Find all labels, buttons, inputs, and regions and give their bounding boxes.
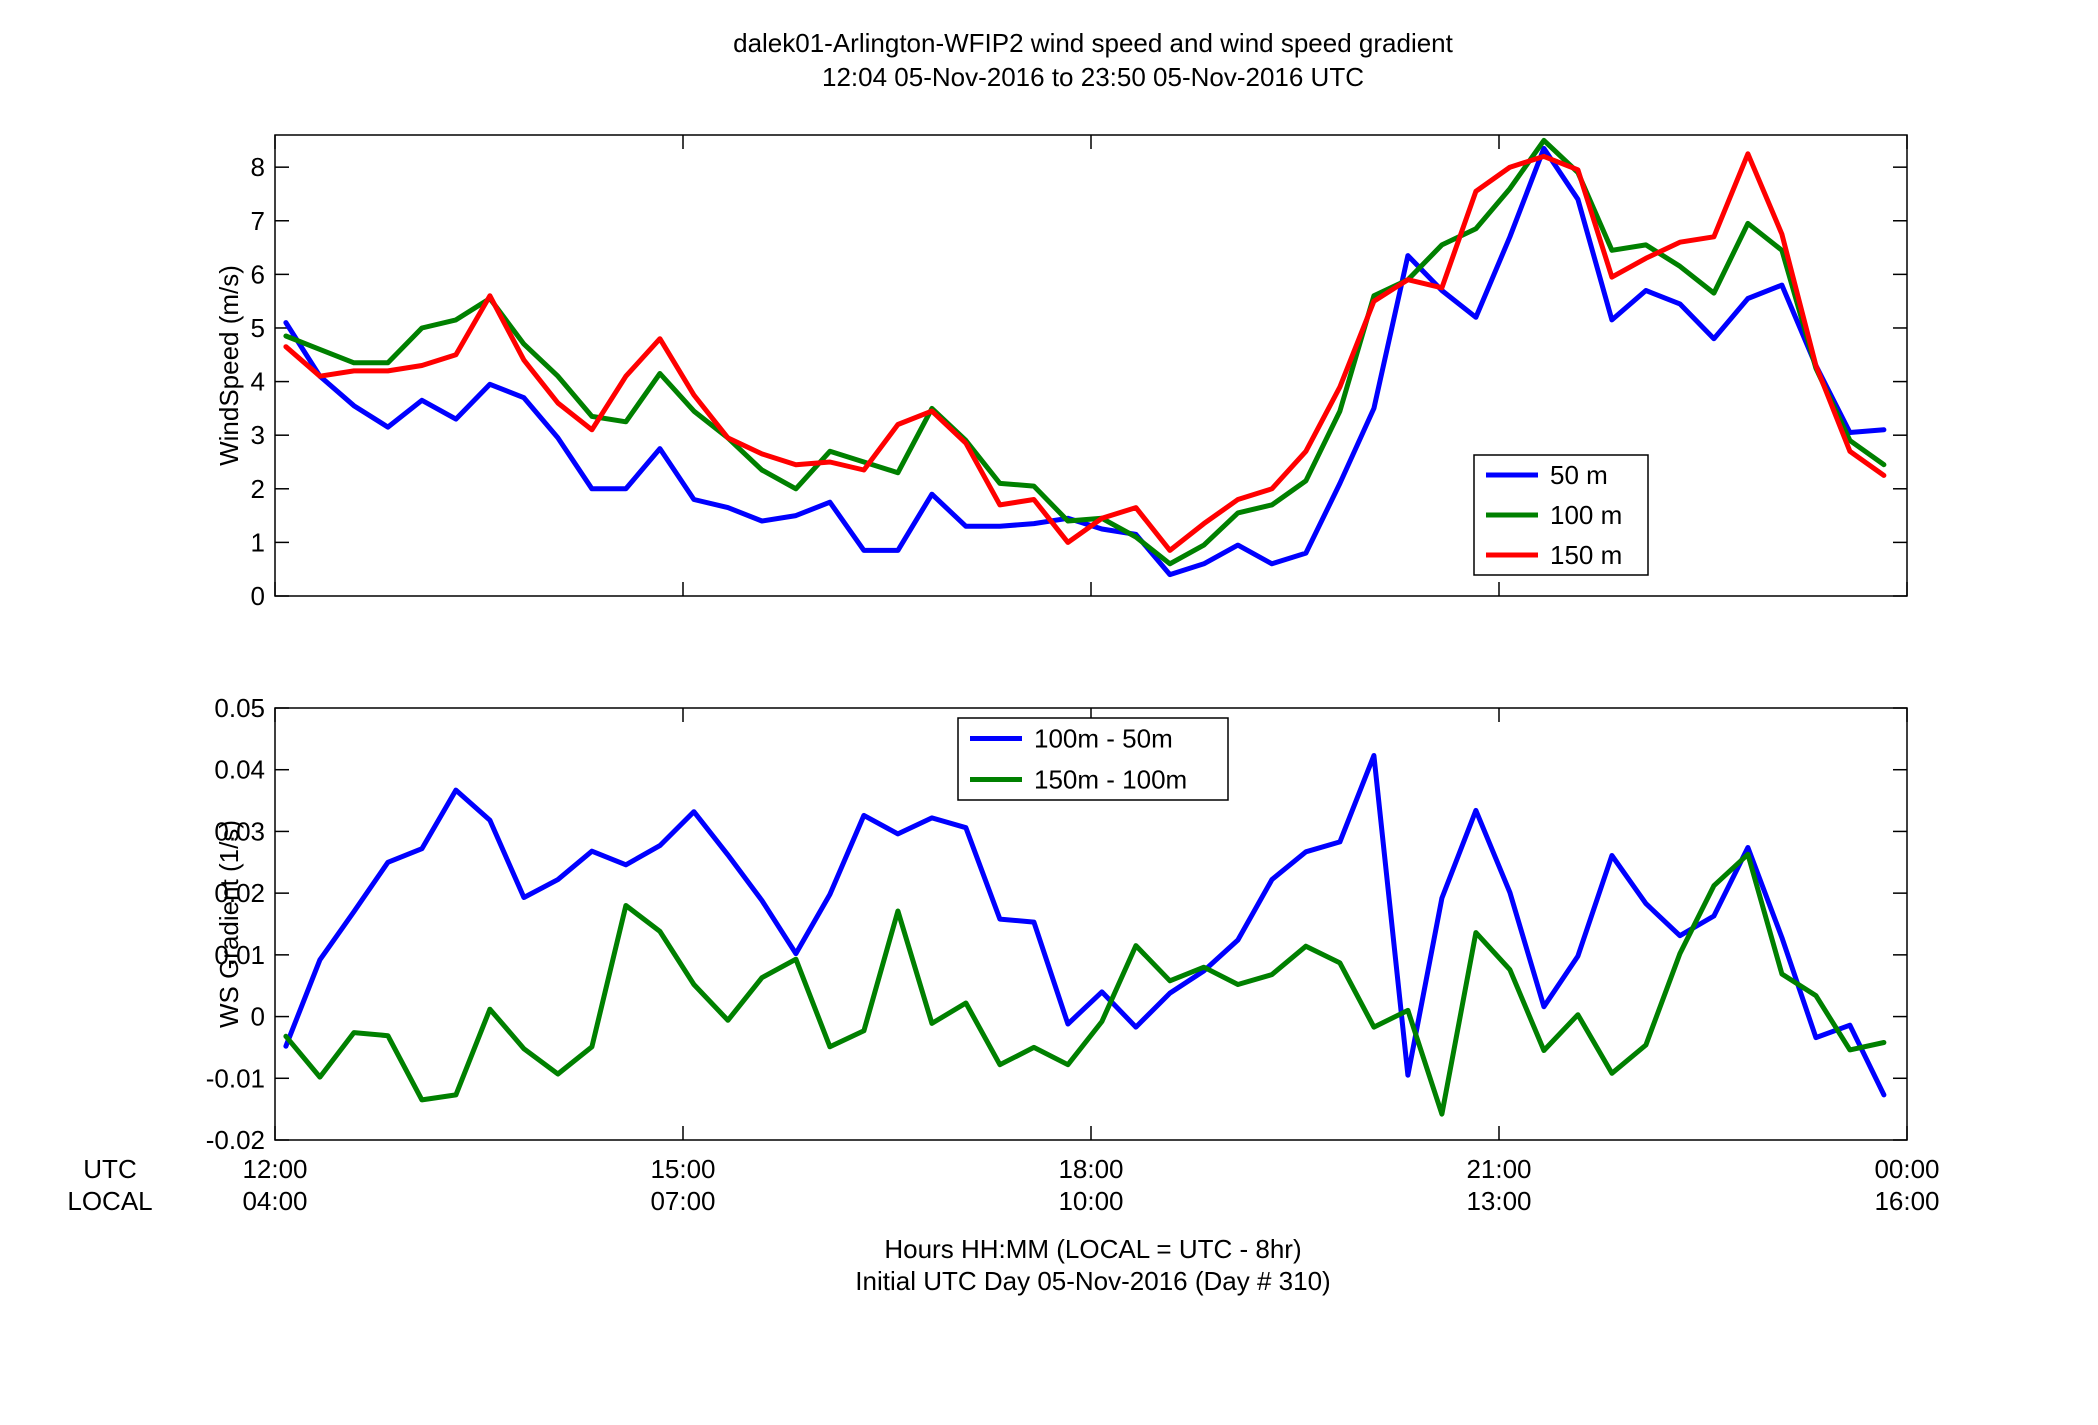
x-tick-label-utc: 15:00 <box>650 1154 715 1184</box>
y-tick-label: -0.01 <box>206 1063 265 1093</box>
y-tick-label: 8 <box>251 152 265 182</box>
y-tick-label: 0.05 <box>214 693 265 723</box>
local-row-label: LOCAL <box>67 1186 152 1216</box>
x-tick-label-utc: 21:00 <box>1466 1154 1531 1184</box>
x-tick-label-local: 13:00 <box>1466 1186 1531 1216</box>
y-tick-label: 0.03 <box>214 816 265 846</box>
title-line-2: 12:04 05-Nov-2016 to 23:50 05-Nov-2016 U… <box>822 62 1364 92</box>
series-line-50-m <box>283 145 1887 578</box>
y-tick-label: 4 <box>251 367 265 397</box>
x-tick-label-local: 04:00 <box>242 1186 307 1216</box>
x-axis-label-line-1: Hours HH:MM (LOCAL = UTC - 8hr) <box>884 1234 1301 1264</box>
y-tick-label: 7 <box>251 206 265 236</box>
y-tick-label: 1 <box>251 527 265 557</box>
y-tick-label: 0.01 <box>214 940 265 970</box>
y-axis-label: WS Gradient (1/s) <box>214 820 244 1028</box>
series-line-100-m <box>283 137 1887 567</box>
legend-label-50-m: 50 m <box>1550 460 1608 490</box>
y-tick-label: -0.02 <box>206 1125 265 1155</box>
title-line-1: dalek01-Arlington-WFIP2 wind speed and w… <box>733 28 1454 58</box>
y-tick-label: 0.04 <box>214 755 265 785</box>
wind-speed-gradient-plot: -0.02 -0.01 0 0.01 0.02 0.03 0.04 0.05 WS Gradie… <box>206 693 1908 1155</box>
utc-row-label: UTC <box>83 1154 136 1184</box>
y-tick-label: 3 <box>251 420 265 450</box>
y-tick-label: 2 <box>251 474 265 504</box>
x-tick-label-utc: 12:00 <box>242 1154 307 1184</box>
series-line-150m-100m <box>283 851 1887 1117</box>
wind-speed-plot: 0 1 2 3 4 5 6 7 8 WindSpeed (m/s) 50 m 100 m 150 m <box>214 134 1908 611</box>
x-tick-label-utc: 18:00 <box>1058 1154 1123 1184</box>
legend-label-100-m: 100 m <box>1550 500 1622 530</box>
y-tick-label: 6 <box>251 259 265 289</box>
x-tick-label-local: 10:00 <box>1058 1186 1123 1216</box>
legend: 100m - 50m 150m - 100m <box>957 717 1229 801</box>
legend-label-100m-50m: 100m - 50m <box>1034 724 1173 754</box>
x-tick-label-local: 07:00 <box>650 1186 715 1216</box>
y-tick-label: 5 <box>251 313 265 343</box>
x-tick-label-local: 16:00 <box>1874 1186 1939 1216</box>
y-tick-label: 0 <box>251 1002 265 1032</box>
y-axis-label: WindSpeed (m/s) <box>214 265 244 466</box>
x-axis-label-line-2: Initial UTC Day 05-Nov-2016 (Day # 310) <box>855 1266 1330 1296</box>
legend-label-150m-100m: 150m - 100m <box>1034 765 1187 795</box>
y-tick-label: 0.02 <box>214 878 265 908</box>
series-line-100m-50m <box>283 753 1887 1098</box>
legend: 50 m 100 m 150 m <box>1473 454 1649 576</box>
series-line-150-m <box>283 151 1887 553</box>
y-tick-label: 0 <box>251 581 265 611</box>
x-tick-label-utc: 00:00 <box>1874 1154 1939 1184</box>
legend-label-150-m: 150 m <box>1550 540 1622 570</box>
legend-box <box>957 717 1229 801</box>
